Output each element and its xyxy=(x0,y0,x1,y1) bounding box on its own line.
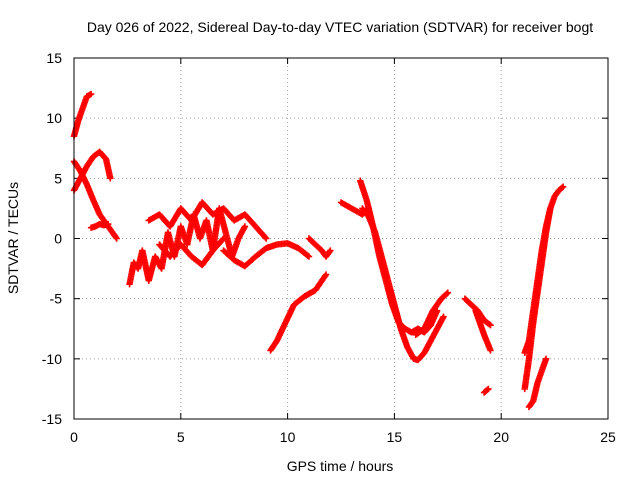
data-point xyxy=(326,248,333,255)
data-point xyxy=(327,247,334,254)
data-point xyxy=(87,90,95,98)
data-point xyxy=(486,321,493,328)
series-arc-i xyxy=(305,235,334,260)
x-axis-label: GPS time / hours xyxy=(287,458,394,474)
series-arc-m xyxy=(359,205,447,364)
series-arc-q xyxy=(480,385,492,396)
y-tick-label: -15 xyxy=(42,411,62,427)
data-point xyxy=(321,272,329,280)
x-tick-label: 5 xyxy=(177,429,185,445)
data-point xyxy=(559,183,567,190)
series-arc-o xyxy=(461,295,494,329)
x-tick-label: 0 xyxy=(70,429,78,445)
series-arc-a xyxy=(70,90,95,140)
data-point xyxy=(220,235,227,242)
data-point xyxy=(305,253,313,260)
data-point xyxy=(487,347,494,354)
grid-lines xyxy=(74,58,608,419)
data-point xyxy=(263,235,270,242)
data-point xyxy=(558,184,566,191)
y-tick-label: 15 xyxy=(46,50,62,66)
tick-labels: 0 5 10 15 20 25 -15 -10 -5 0 5 10 15 xyxy=(42,50,616,445)
series-arc-h xyxy=(220,240,313,270)
series-arc-n xyxy=(412,289,451,338)
x-tick-label: 15 xyxy=(387,429,403,445)
data-point xyxy=(304,252,311,259)
y-tick-label: -10 xyxy=(42,351,62,367)
series-arc-d xyxy=(87,220,112,231)
chart-title: Day 026 of 2022, Sidereal Day-to-day VTE… xyxy=(87,19,593,35)
series-arc-j xyxy=(267,271,330,354)
plot-frame xyxy=(73,57,609,420)
data-point xyxy=(112,234,120,241)
y-tick-label: -5 xyxy=(50,291,63,307)
data-point xyxy=(547,205,554,212)
data-point xyxy=(219,236,226,243)
data-point xyxy=(484,386,491,394)
y-tick-label: 10 xyxy=(46,110,62,126)
data-points xyxy=(70,90,567,411)
x-tick-label: 25 xyxy=(600,429,616,445)
data-point xyxy=(444,289,451,296)
data-point xyxy=(322,271,330,278)
data-point xyxy=(440,313,447,320)
series-arc-f xyxy=(145,199,270,242)
y-tick-label: 5 xyxy=(54,170,62,186)
x-tick-label: 10 xyxy=(280,429,296,445)
y-axis-label: SDTVAR / TECUs xyxy=(5,182,21,294)
data-point xyxy=(113,235,120,242)
data-point xyxy=(542,355,550,363)
series-arc-g xyxy=(156,235,227,269)
data-point xyxy=(241,223,249,230)
data-point xyxy=(262,234,269,241)
data-point xyxy=(487,321,494,329)
series-arc-t xyxy=(525,355,550,411)
y-tick-label: 0 xyxy=(54,231,62,247)
data-point xyxy=(107,175,114,182)
data-point xyxy=(485,385,492,393)
series-arc-p xyxy=(472,307,494,354)
data-point xyxy=(443,290,450,297)
data-point xyxy=(104,220,112,228)
x-tick-label: 20 xyxy=(493,429,509,445)
series-arc-s xyxy=(521,205,554,393)
